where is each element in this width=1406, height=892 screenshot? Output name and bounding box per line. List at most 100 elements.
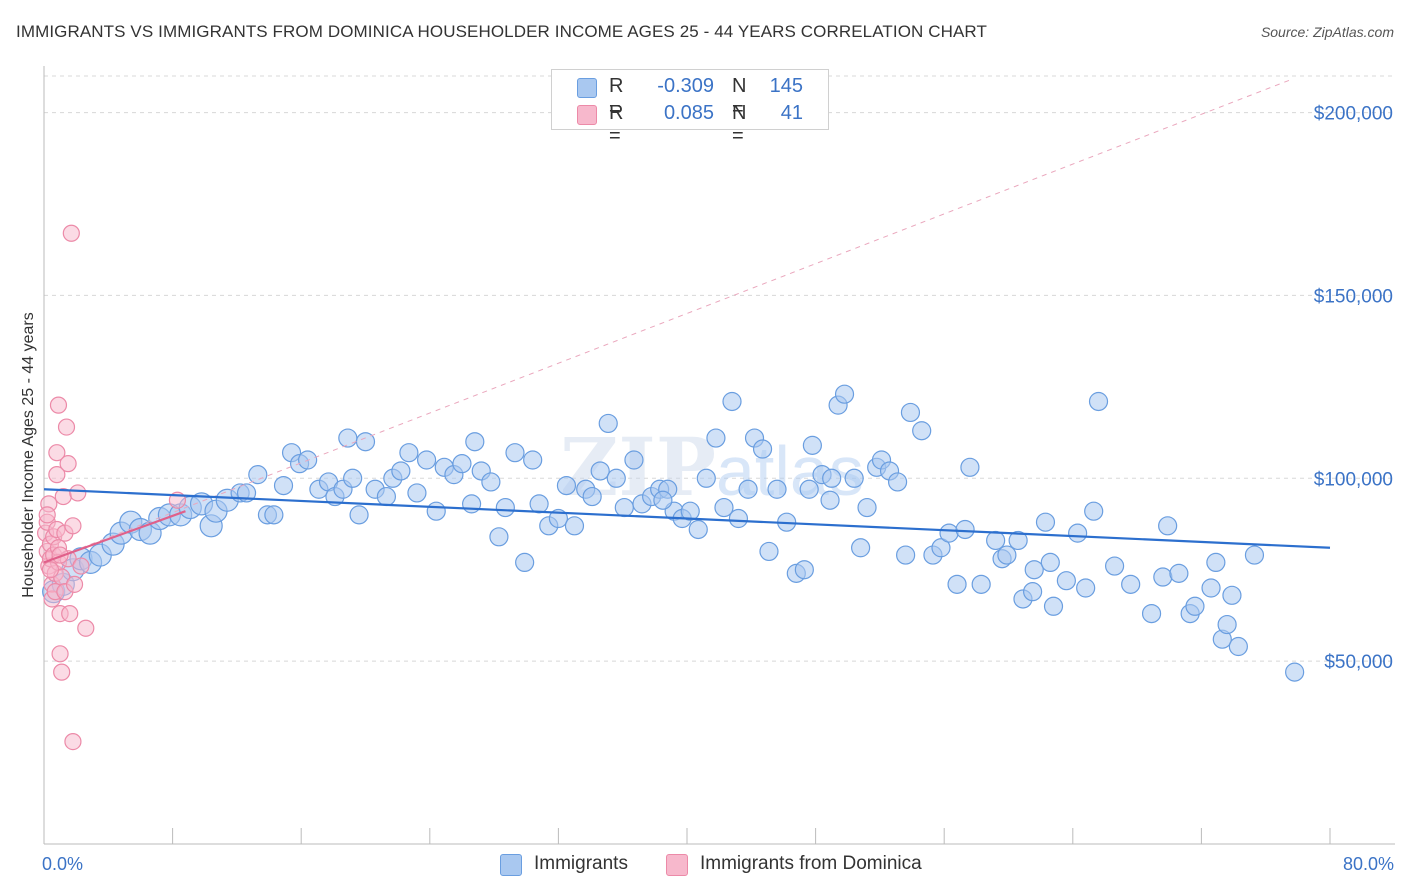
immigrants-point (338, 428, 358, 448)
dominica-point (38, 506, 56, 524)
immigrants-point (986, 530, 1006, 551)
dominica-point (51, 645, 69, 663)
immigrants-point (834, 384, 855, 404)
dominica-trend-extension (43, 79, 1291, 563)
immigrants-point (896, 545, 916, 565)
source-label: Source: ZipAtlas.com (1260, 24, 1394, 40)
immigrants-point (1206, 552, 1226, 573)
legend-n-label: N = (732, 75, 747, 120)
immigrants-point (399, 443, 419, 463)
legend-r-label: R = (609, 75, 624, 120)
immigrants-point (696, 468, 716, 488)
immigrants-point (857, 497, 877, 518)
immigrants-point (582, 486, 602, 507)
immigrants-point (900, 402, 921, 423)
dominica-point (69, 484, 87, 502)
legend-n-value: 41 (780, 102, 803, 124)
y-tick-label: $200,000 (1314, 104, 1393, 125)
immigrants-point (767, 479, 787, 499)
immigrants-point (1185, 596, 1205, 616)
immigrants-point (416, 450, 437, 470)
immigrants-point (955, 519, 975, 540)
dominica-point (57, 418, 76, 436)
immigrants-point (515, 552, 535, 573)
immigrants-point (489, 527, 509, 547)
immigrants-point (794, 560, 814, 580)
immigrants-point (598, 413, 618, 434)
immigrants-point (1043, 596, 1064, 616)
immigrants-point (1076, 578, 1096, 598)
immigrants-point (688, 519, 708, 540)
y-tick-label: $100,000 (1314, 469, 1393, 490)
tick-labels: $50,000 $100,000 $150,000 $200,000 0.0% 80.0% (42, 104, 1394, 874)
immigrants-point (426, 501, 446, 521)
immigrants-point (1244, 545, 1265, 565)
immigrants-point (614, 497, 634, 518)
immigrants-point (752, 439, 773, 459)
immigrants-point (971, 574, 991, 594)
dominica-point (48, 444, 66, 462)
y-tick-label: $150,000 (1314, 286, 1393, 307)
immigrants-point (495, 497, 515, 518)
dominica-point (59, 455, 77, 473)
dominica-point (64, 732, 82, 751)
immigrants-point (939, 523, 959, 543)
immigrants-point (1285, 662, 1305, 682)
dominica-legend-swatch (666, 854, 688, 876)
legend-n-value: 145 (769, 75, 803, 97)
immigrants-point (1201, 578, 1221, 598)
immigrants-point (1141, 603, 1162, 624)
dominica-point (41, 561, 60, 579)
immigrants-point (960, 457, 980, 477)
legend-n-label: N = (732, 102, 747, 147)
legend-r-label: R = (609, 102, 624, 147)
legend-r-value: -0.309 (657, 75, 714, 97)
immigrants-point (799, 479, 819, 499)
immigrants-point (851, 538, 871, 558)
immigrants-point (822, 468, 842, 488)
immigrants-point (1169, 563, 1189, 583)
dominica-point (48, 466, 66, 484)
immigrants-point (1222, 585, 1242, 605)
immigrants-point (529, 494, 549, 514)
immigrants-point (714, 497, 734, 518)
immigrants-point (1158, 516, 1178, 536)
trend-lines (43, 79, 1331, 564)
immigrants-point (1217, 614, 1237, 635)
immigrants-point (481, 472, 501, 492)
immigrants-point (391, 461, 411, 481)
immigrants-point (1024, 560, 1044, 580)
immigrants-point (844, 468, 864, 488)
immigrants-point (461, 494, 482, 514)
immigrants-point (465, 432, 485, 452)
immigrants-point (505, 443, 525, 463)
immigrants-legend-swatch (500, 854, 522, 876)
immigrants-point (590, 461, 610, 481)
immigrants-point (564, 516, 585, 536)
immigrants-swatch (577, 78, 597, 98)
immigrants-point (1104, 556, 1125, 576)
immigrants-point (1121, 574, 1141, 594)
dominica-point (53, 663, 71, 681)
immigrants-point (248, 465, 268, 485)
dominica-point (77, 619, 95, 637)
watermark-atlas: atlas (716, 432, 864, 510)
immigrants-point (1084, 501, 1104, 521)
immigrants-point (452, 454, 472, 474)
immigrants-point (1228, 636, 1248, 657)
axes (43, 66, 1395, 845)
immigrants-point (887, 472, 908, 492)
immigrants-point (820, 490, 840, 510)
dominica-trend-line (43, 510, 186, 564)
immigrants-point (376, 486, 396, 507)
x-tick-label-max: 80.0% (1343, 854, 1394, 874)
immigrants-trend-line (43, 488, 1331, 549)
legend-r-value: 0.085 (663, 102, 714, 124)
immigrants-point (680, 501, 700, 521)
immigrants-point (606, 468, 626, 488)
dominica-point (72, 557, 90, 575)
immigrants-point (1068, 523, 1088, 543)
immigrants-point (1153, 567, 1173, 587)
immigrants-point (1023, 582, 1043, 602)
